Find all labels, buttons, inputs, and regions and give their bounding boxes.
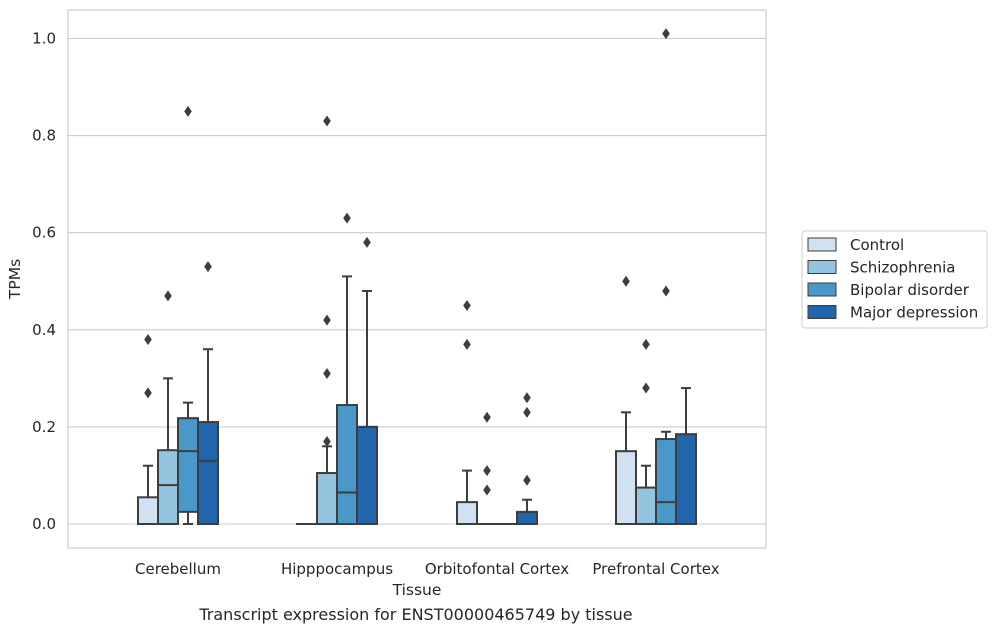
box-body [157, 449, 179, 526]
box-body [356, 425, 378, 525]
y-tick-label: 0.4 [32, 321, 56, 339]
box-body [655, 438, 677, 526]
outlier-point [323, 367, 331, 379]
outlier-point [463, 338, 471, 350]
legend-label: Major depression [850, 304, 978, 322]
box-body [137, 496, 159, 525]
outlier-point [343, 212, 351, 224]
outlier-point [323, 435, 331, 447]
x-tick-label: Cerebellum [135, 560, 221, 578]
legend-swatch [807, 237, 837, 252]
box-control [137, 334, 159, 525]
x-tick-label: Orbitofontal Cortex [425, 560, 569, 578]
legend-label: Schizophrenia [850, 259, 955, 277]
outlier-point [662, 28, 670, 40]
outlier-point [204, 261, 212, 273]
outlier-point [622, 275, 630, 287]
box-body [456, 501, 478, 525]
outlier-point [483, 465, 491, 477]
legend-swatch [807, 282, 837, 297]
box-body [316, 472, 338, 525]
box-control [456, 300, 478, 525]
y-tick-label: 0.8 [32, 127, 56, 145]
x-tick-label: Prefrontal Cortex [592, 560, 719, 578]
box-body [197, 421, 219, 526]
y-axis-label: TPMs [6, 259, 24, 300]
box-body [615, 450, 637, 525]
outlier-point [144, 387, 152, 399]
outlier-point [144, 334, 152, 346]
box-body [675, 433, 697, 525]
outlier-point [463, 300, 471, 312]
y-tick-label: 0.2 [32, 418, 56, 436]
legend-label: Control [850, 236, 904, 254]
outlier-point [363, 236, 371, 248]
outlier-point [483, 411, 491, 423]
box-major-depression [356, 236, 378, 525]
legend-swatch [807, 260, 837, 274]
box-body [516, 510, 538, 525]
y-tick-label: 1.0 [32, 30, 56, 48]
outlier-point [642, 382, 650, 394]
outlier-point [483, 484, 491, 496]
outlier-point [164, 290, 172, 302]
legend-swatch [807, 305, 837, 319]
chart-caption: Transcript expression for ENST0000046574… [199, 605, 633, 624]
box-major-depression [675, 387, 697, 525]
box-schizophrenia [316, 115, 338, 525]
outlier-point [662, 285, 670, 297]
legend: Control Schizophrenia Bipolar disorder Majo… [801, 230, 988, 329]
box-major-depression [516, 392, 538, 525]
outlier-point [523, 406, 531, 418]
box-major-depression [197, 261, 219, 526]
legend-frame [801, 230, 988, 329]
outlier-point [523, 392, 531, 404]
x-axis-label: Tissue [392, 581, 442, 599]
outlier-point [323, 115, 331, 127]
outlier-point [523, 474, 531, 486]
outlier-point [184, 105, 192, 117]
x-tick-label: Hipppocampus [281, 560, 393, 578]
box-body [177, 417, 199, 513]
y-tick-label: 0.6 [32, 224, 56, 242]
box-body [336, 404, 358, 525]
outlier-point [323, 314, 331, 326]
box-body [635, 486, 657, 525]
legend-label: Bipolar disorder [850, 281, 970, 299]
box-bipolar-disorder [177, 105, 199, 525]
box-bipolar-disorder [336, 212, 358, 525]
y-tick-label: 0.0 [32, 515, 56, 533]
outlier-point [642, 338, 650, 350]
box-schizophrenia [476, 411, 498, 526]
box-control [615, 275, 637, 525]
